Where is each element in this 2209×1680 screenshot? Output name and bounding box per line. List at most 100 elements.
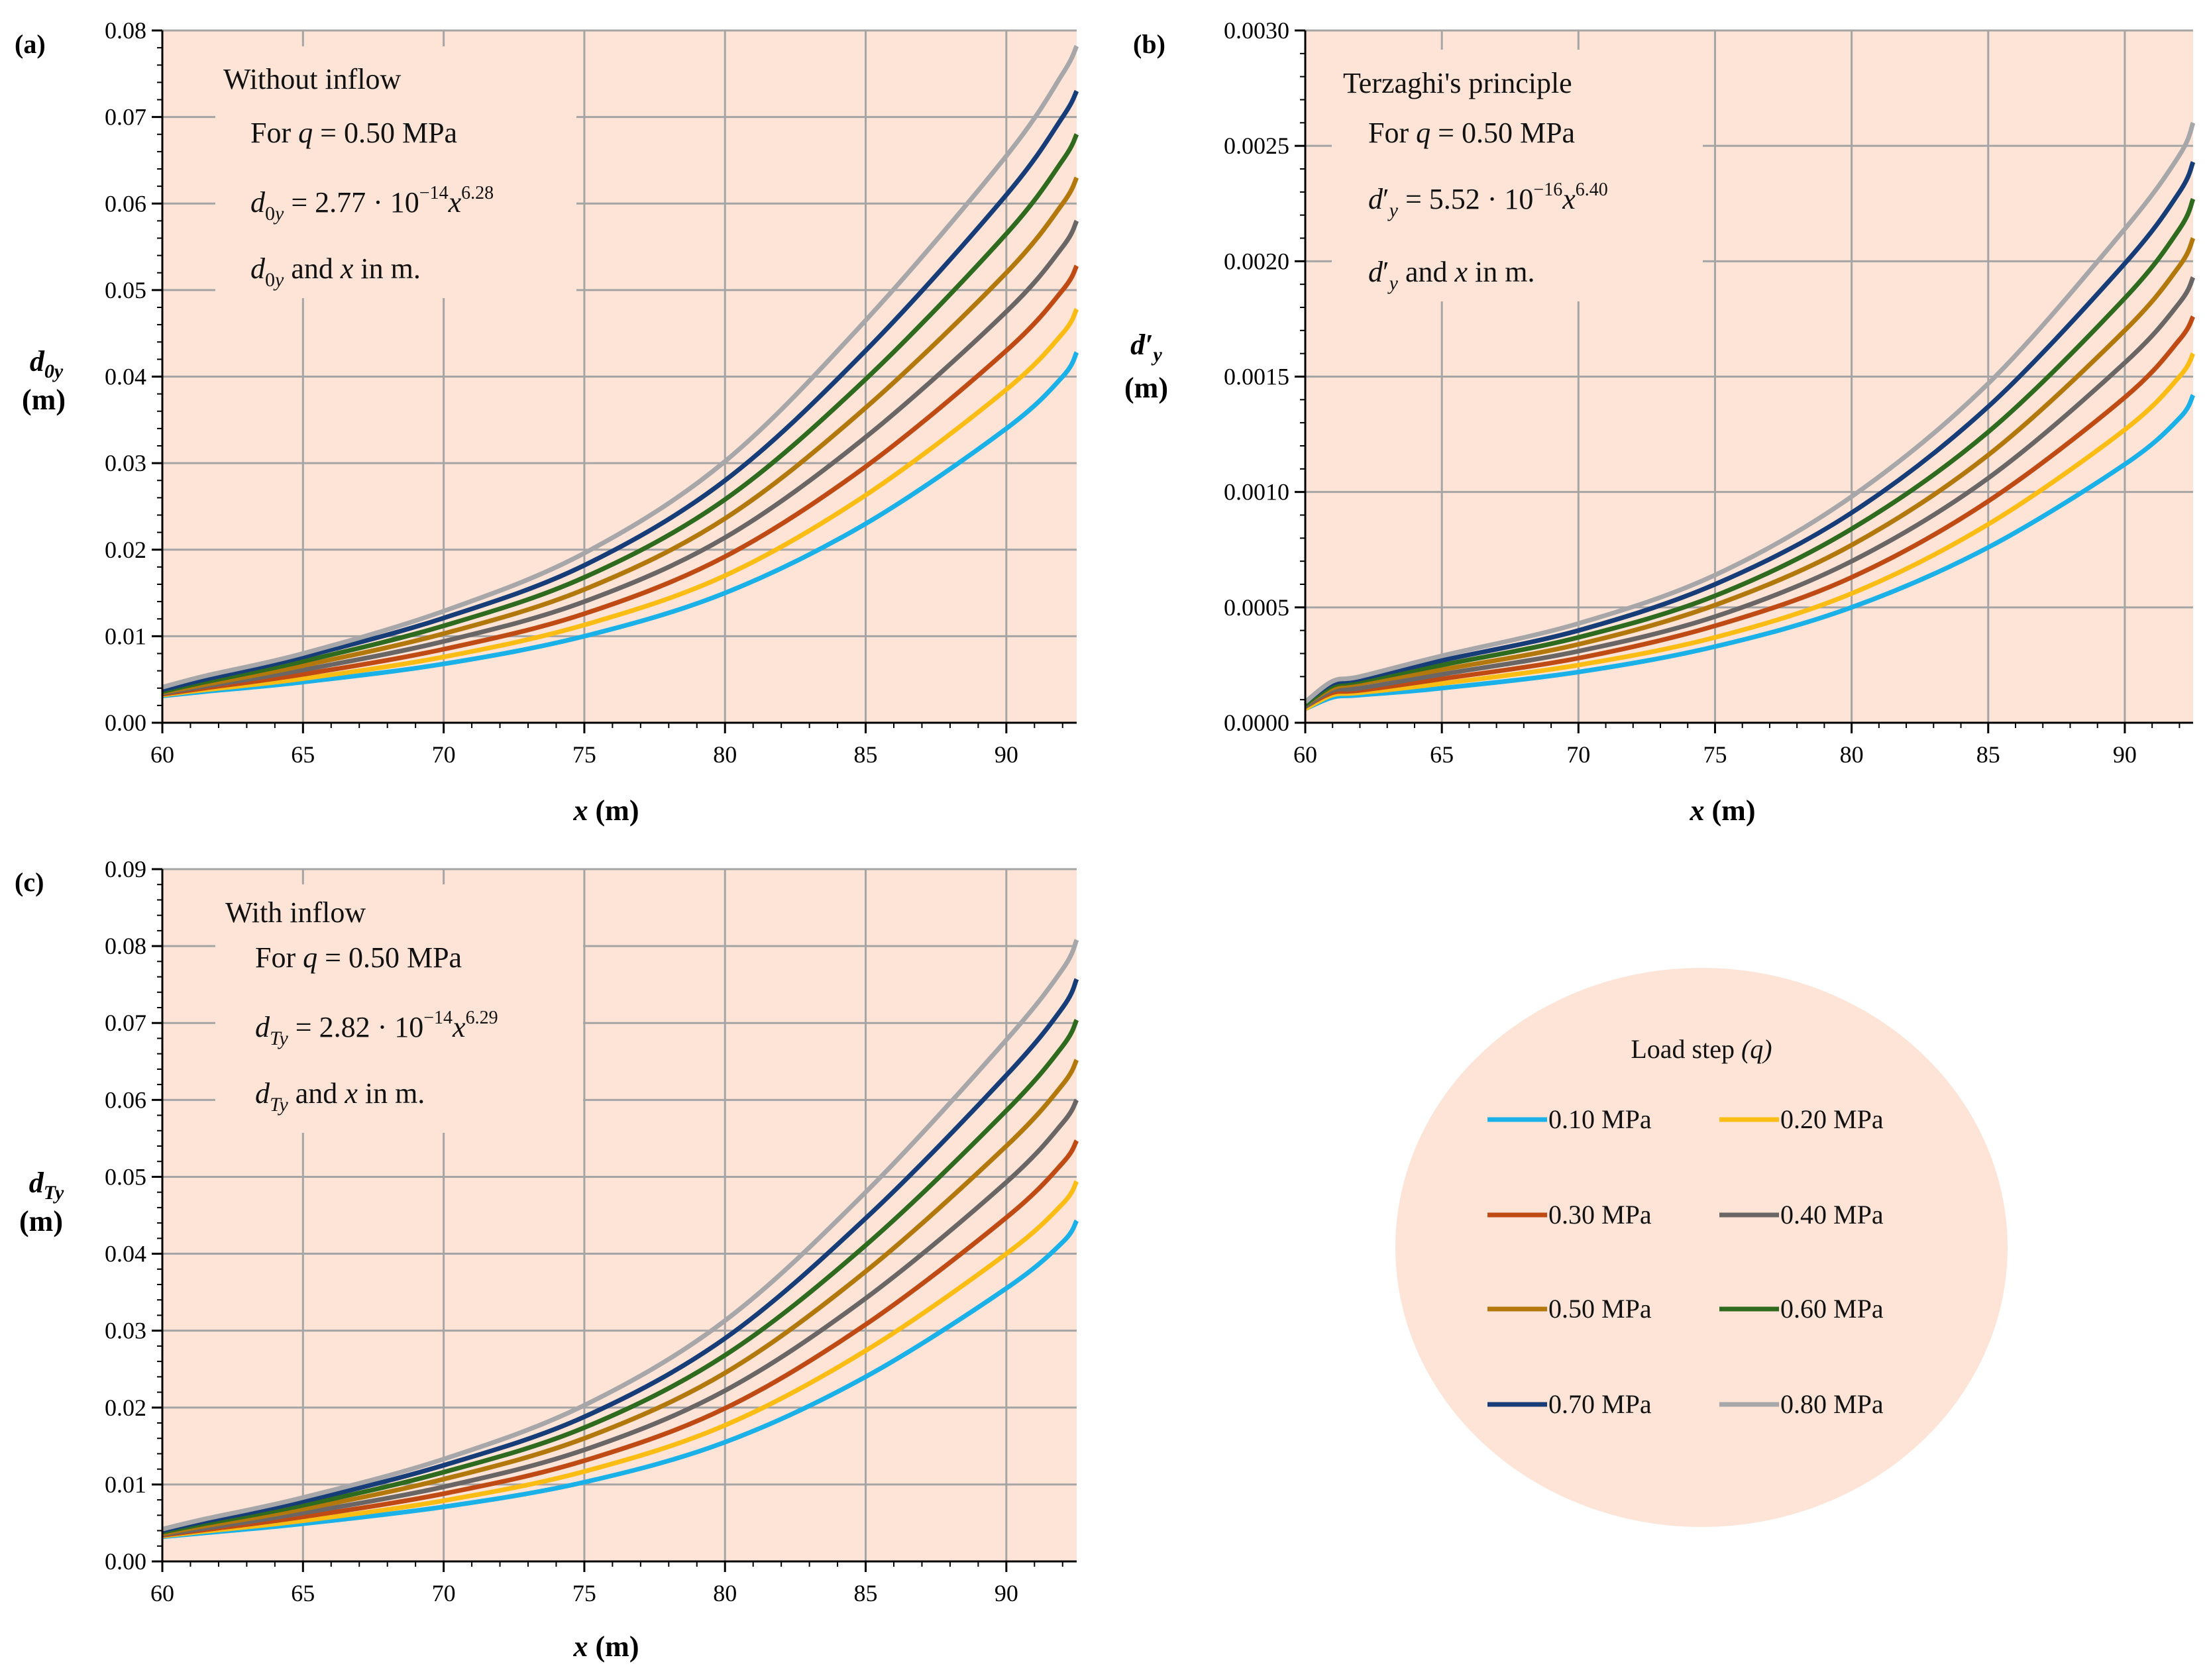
annotation-box [215, 46, 576, 298]
axes [1295, 29, 2193, 733]
x-tick-labels: 60 65 70 75 80 85 90 [150, 1580, 1018, 1606]
x-tick-label: 75 [1703, 741, 1727, 768]
legend-item: 0.50 MPa [1487, 1294, 1652, 1324]
series-line-070 [1303, 161, 2196, 704]
y-tick-label: 0.07 [105, 104, 146, 131]
x-tick-label: 60 [1293, 741, 1317, 768]
legend-item: 0.20 MPa [1719, 1104, 1884, 1134]
y-tick-label: 0.07 [105, 1010, 146, 1036]
annotation-line-1: For q = 0.50 MPa [255, 941, 462, 974]
x-tick-labels: 60 65 70 75 80 85 90 [1293, 741, 2137, 768]
y-tick-label: 0.02 [105, 537, 146, 563]
y-tick-label: 0.05 [105, 277, 146, 303]
series-line-070 [162, 89, 1079, 692]
panel-c: 0.00 0.01 0.02 0.03 0.04 0.05 0.06 0.07 0.08 0.09… [15, 856, 1079, 1663]
y-tick-label: 0.01 [105, 1471, 146, 1498]
y-tick-label: 0.06 [105, 1086, 146, 1113]
y-axis-unit: (m) [22, 384, 66, 416]
series-line-010 [1304, 394, 2196, 711]
x-tick-label: 85 [1976, 741, 2000, 768]
y-axis-unit: (m) [19, 1205, 63, 1237]
y-tick-label: 0.0015 [1224, 364, 1289, 390]
legend-label: 0.70 MPa [1548, 1389, 1652, 1419]
x-tick-label: 70 [432, 1580, 456, 1606]
x-tick-label: 70 [432, 741, 456, 768]
series-lines [162, 44, 1079, 698]
series-line-030 [162, 264, 1079, 697]
series-line-060 [162, 1018, 1079, 1535]
x-tick-label: 70 [1566, 741, 1590, 768]
series-line-020 [162, 307, 1079, 698]
y-axis-title: d0y [30, 345, 64, 382]
y-tick-label: 0.00 [105, 1548, 146, 1575]
annotation-line-2: d′y = 5.52 · 10−16x6.40 [1368, 180, 1608, 221]
y-tick-label: 0.0025 [1224, 132, 1289, 159]
x-tick-label: 60 [150, 741, 174, 768]
y-tick-label: 0.08 [105, 17, 146, 44]
legend-label: 0.40 MPa [1780, 1200, 1884, 1230]
axes [152, 29, 1077, 733]
x-axis-title: x (m) [573, 794, 639, 827]
panel-b: 0.0000 0.0005 0.0010 0.0015 0.0020 0.0025 0.00… [1124, 17, 2196, 827]
y-tick-label: 0.01 [105, 623, 146, 649]
series-line-050 [162, 1059, 1079, 1536]
legend-title: Load step (q) [1631, 1034, 1772, 1064]
legend-label: 0.10 MPa [1548, 1104, 1652, 1134]
x-tick-label: 65 [1430, 741, 1454, 768]
series-line-080 [162, 44, 1079, 690]
annotation-box [1332, 50, 1703, 301]
series-lines [162, 939, 1079, 1540]
legend-item: 0.80 MPa [1719, 1389, 1884, 1419]
series-line-040 [162, 1098, 1079, 1537]
series-line-010 [162, 351, 1079, 698]
legend-item: 0.10 MPa [1487, 1104, 1652, 1134]
y-tick-label: 0.0005 [1224, 594, 1289, 621]
x-tick-label: 90 [995, 741, 1018, 768]
x-tick-label: 90 [995, 1580, 1018, 1606]
y-tick-label: 0.05 [105, 1163, 146, 1190]
series-line-060 [1303, 197, 2196, 707]
y-tick-label: 0.03 [105, 450, 146, 476]
x-tick-labels: 60 65 70 75 80 85 90 [150, 741, 1018, 768]
series-line-040 [1304, 276, 2196, 709]
y-tick-label: 0.0010 [1224, 479, 1289, 505]
legend-label: 0.80 MPa [1780, 1389, 1884, 1419]
x-tick-label: 65 [291, 741, 315, 768]
panel-label: (c) [15, 867, 44, 897]
annotation-line-1: For q = 0.50 MPa [1368, 117, 1575, 149]
annotation-line-2: dTy = 2.82 · 10−14x6.29 [255, 1008, 498, 1049]
series-line-010 [162, 1219, 1079, 1540]
x-tick-label: 80 [713, 741, 737, 768]
x-tick-label: 65 [291, 1580, 315, 1606]
y-tick-label: 0.00 [105, 709, 146, 736]
series-line-040 [162, 219, 1079, 696]
y-tick-label: 0.04 [105, 364, 146, 390]
series-line-030 [162, 1139, 1079, 1538]
legend-label: 0.60 MPa [1780, 1294, 1884, 1324]
y-tick-labels: 0.00 0.01 0.02 0.03 0.04 0.05 0.06 0.07 0.08 [105, 17, 146, 736]
x-axis-title: x (m) [1690, 794, 1756, 827]
panel-a: 0.000.010.020.030.040.050.060.070.08 60 6… [15, 17, 1079, 827]
legend-label: 0.50 MPa [1548, 1294, 1652, 1324]
y-tick-label: 0.04 [105, 1241, 146, 1267]
x-tick-label: 75 [572, 1580, 596, 1606]
series-line-020 [162, 1180, 1079, 1539]
x-tick-label: 85 [854, 1580, 878, 1606]
y-tick-labels: 0.00 0.01 0.02 0.03 0.04 0.05 0.06 0.07 0.08 0.09 [105, 856, 146, 1575]
annotation-line-1: For q = 0.50 MPa [250, 117, 457, 149]
y-tick-label: 0.02 [105, 1394, 146, 1421]
y-tick-label: 0.03 [105, 1318, 146, 1344]
x-tick-label: 90 [2113, 741, 2137, 768]
series-line-070 [162, 978, 1079, 1534]
legend-item: 0.40 MPa [1719, 1200, 1884, 1230]
annotation-box [215, 884, 583, 1133]
y-tick-label: 0.09 [105, 856, 146, 882]
x-tick-label: 60 [150, 1580, 174, 1606]
legend-item: 0.70 MPa [1487, 1389, 1652, 1419]
y-tick-label: 0.0030 [1224, 17, 1289, 44]
y-axis-title: d′y [1130, 329, 1162, 366]
annotation-title: With inflow [225, 896, 366, 929]
series-lines [1303, 121, 2196, 711]
y-tick-labels: 0.0000 0.0005 0.0010 0.0015 0.0020 0.0025 0.00… [1224, 17, 1289, 736]
